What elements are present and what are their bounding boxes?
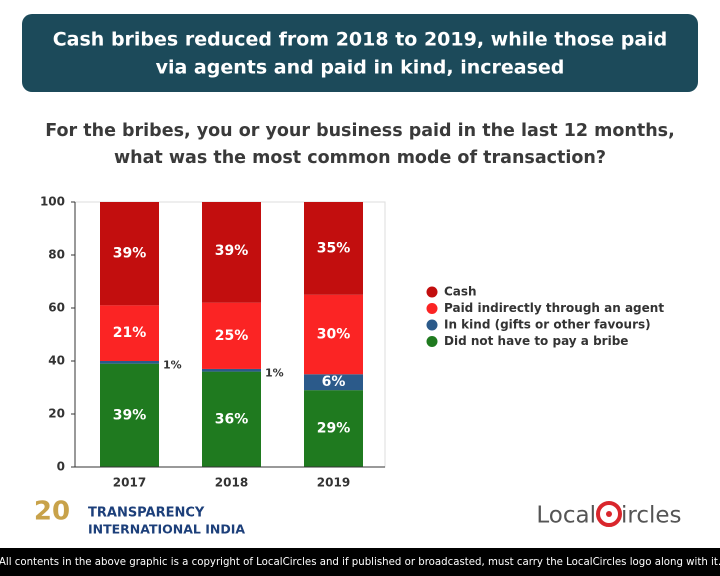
x-tick-label: 2017 (113, 476, 146, 490)
value-label: 21% (113, 325, 147, 341)
bar-segment (100, 202, 159, 306)
value-label: 6% (322, 374, 346, 390)
bar-segment (202, 302, 261, 369)
value-label: 1% (163, 358, 182, 371)
banner-text: Cash bribes reduced from 2018 to 2019, w… (53, 29, 668, 51)
footer-bar (0, 548, 720, 576)
value-label: 36% (215, 411, 249, 427)
tii-name: INTERNATIONAL INDIA (88, 522, 245, 537)
tii-years: 20 (34, 497, 70, 527)
bars (100, 202, 363, 467)
value-label: 30% (317, 327, 351, 343)
y-tick-label: 60 (48, 301, 65, 315)
banner (22, 14, 698, 92)
legend-label: In kind (gifts or other favours) (444, 318, 651, 332)
lc-icon (596, 501, 622, 527)
x-tick-label: 2018 (215, 476, 248, 490)
footer: All contents in the above graphic is a c… (0, 557, 720, 568)
value-label: 25% (215, 328, 249, 344)
bar-segment (304, 390, 363, 467)
lc-icon (606, 511, 612, 517)
legend-marker (426, 336, 438, 347)
legend-label: Paid indirectly through an agent (444, 301, 664, 315)
bar-segment (202, 368, 261, 372)
y-tick-label: 40 (48, 354, 65, 368)
y-tick-label: 80 (48, 248, 65, 262)
y-tick-label: 0 (57, 460, 65, 474)
legend-marker (426, 303, 438, 314)
value-label: 39% (113, 407, 147, 423)
value-label: 1% (265, 366, 284, 379)
value-label: 39% (215, 243, 249, 259)
y-tick-label: 100 (40, 195, 65, 209)
chart-title: For the bribes, you or your business pai… (45, 121, 675, 141)
bar-segment (304, 202, 363, 295)
bar-segment (100, 305, 159, 361)
bar-segment (202, 202, 261, 303)
banner-text: via agents and paid in kind, increased (156, 57, 565, 79)
x-tick-label: 2019 (317, 476, 350, 490)
legend-label: Cash (444, 285, 477, 299)
legend-label: Did not have to pay a bribe (444, 334, 628, 348)
legend-marker (426, 286, 438, 298)
chart-title: what was the most common mode of transac… (114, 148, 606, 168)
lc-logo: Local (536, 503, 596, 529)
tii-name: TRANSPARENCY (88, 506, 205, 521)
lc-logo: ircles (621, 503, 682, 529)
bar-segment (202, 371, 261, 467)
value-label: 39% (113, 246, 147, 262)
value-label: 35% (317, 240, 351, 256)
bar-segment (100, 363, 159, 467)
bar-segment (100, 361, 159, 364)
bar-segment (304, 374, 363, 391)
bar-segment (304, 294, 363, 375)
legend-marker (426, 319, 438, 331)
value-label: 29% (317, 421, 351, 437)
y-tick-label: 20 (48, 407, 65, 421)
